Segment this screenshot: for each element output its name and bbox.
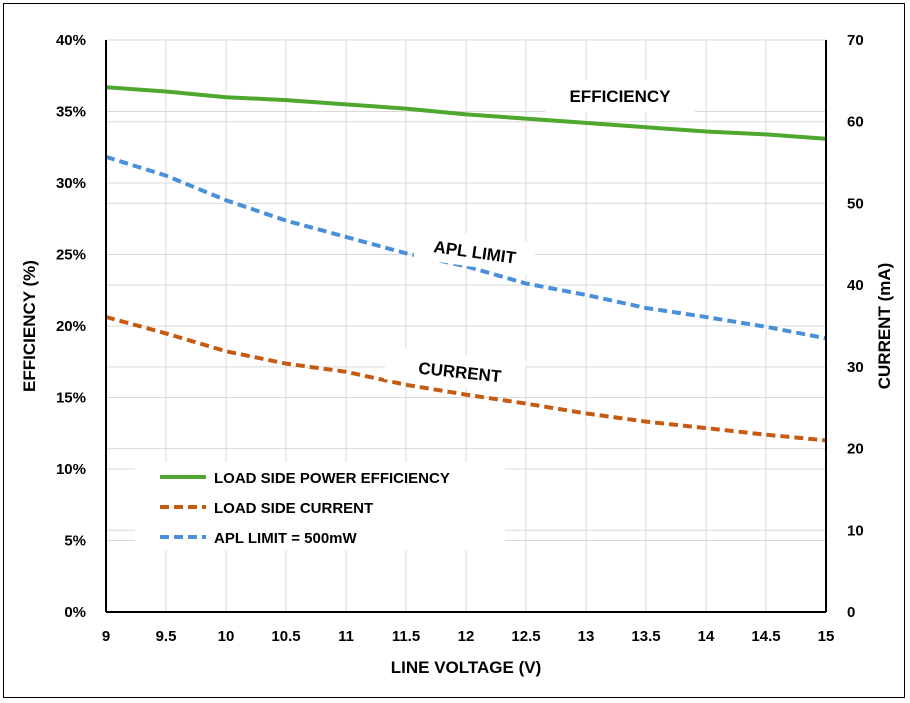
y-axis-title: EFFICIENCY (%) [20,260,39,392]
y2-tick-label: 10 [847,522,864,539]
x-tick-label: 15 [818,628,835,645]
y-tick-label: 20% [56,318,86,335]
legend-label-apl-limit: APL LIMIT = 500mW [214,530,358,547]
annotation-bg [413,226,537,276]
x-axis-title: LINE VOLTAGE (V) [391,658,541,677]
y2-tick-label: 20 [847,441,864,458]
legend: LOAD SIDE POWER EFFICIENCY LOAD SIDE CUR… [135,462,505,550]
y-tick-label: 15% [56,390,86,407]
legend-label-current: LOAD SIDE CURRENT [214,500,373,517]
x-tick-label: 13.5 [631,628,660,645]
x-tick-label: 14.5 [751,628,780,645]
x-tick-label: 9 [102,628,110,645]
y2-tick-label: 40 [847,277,864,294]
y2-tick-label: 0 [847,604,855,621]
annotation-bg [545,80,695,112]
y2-tick-label: 30 [847,359,864,376]
y2-axis-title: CURRENT (mA) [875,263,894,390]
y-tick-label: 0% [64,604,86,621]
x-tick-label: 14 [698,628,715,645]
y-tick-label: 30% [56,175,86,192]
chart-frame [3,3,905,698]
x-tick-label: 10 [218,628,235,645]
legend-label-efficiency: LOAD SIDE POWER EFFICIENCY [214,470,450,487]
x-tick-label: 10.5 [271,628,300,645]
y-tick-label: 5% [64,533,86,550]
annotation-efficiency: EFFICIENCY [569,87,671,106]
x-tick-label: 11.5 [392,628,420,645]
annotation-bg [383,347,527,394]
y2-tick-label: 50 [847,195,864,212]
x-tick-label: 13 [578,628,595,645]
y-tick-label: 25% [56,247,86,264]
y-tick-label: 10% [56,461,86,478]
y-tick-label: 40% [56,32,86,49]
x-tick-label: 9.5 [156,628,177,645]
y2-tick-label: 70 [847,32,864,49]
x-tick-label: 12 [458,628,475,645]
x-tick-label: 12.5 [511,628,540,645]
y-tick-label: 35% [56,104,86,121]
y2-tick-label: 60 [847,114,864,131]
x-tick-label: 11 [338,628,354,645]
